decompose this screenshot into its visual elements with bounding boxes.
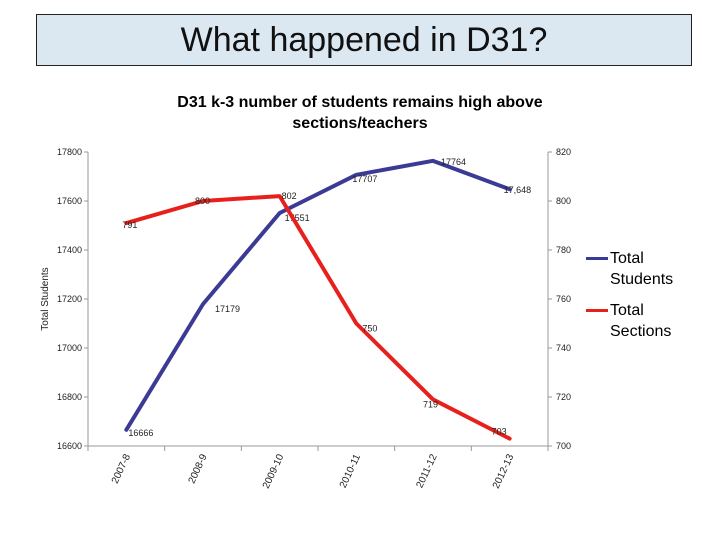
y-tick-label-right: 820 [556,147,571,157]
x-tick-label: 2012-13 [491,452,517,490]
y-tick-label-left: 16800 [57,392,82,402]
data-label: 17764 [441,157,466,167]
y-tick-label-left: 17000 [57,343,82,353]
y-tick-label-left: 16600 [57,441,82,451]
slide-title: What happened in D31? [180,20,548,59]
series-line-1 [124,194,512,441]
data-label: 750 [362,324,377,334]
data-label: 17,648 [504,185,532,195]
chart-title: D31 k-3 number of students remains high … [177,94,543,132]
y-tick-label-left: 17600 [57,196,82,206]
x-tick-label: 2009-10 [261,452,287,490]
data-label: 703 [492,427,507,437]
y-tick-label-right: 760 [556,294,571,304]
y-tick-label-right: 780 [556,245,571,255]
legend-swatch-total-students [586,257,608,260]
data-label: 17707 [352,174,377,184]
legend-item-total-sections: Total Sections [586,300,706,342]
data-label: 17179 [215,304,240,314]
legend: Total Students Total Sections [586,248,706,352]
series-line-0 [124,158,512,432]
y-tick-label-left: 17800 [57,147,82,157]
y-tick-label-right: 720 [556,392,571,402]
legend-label-total-sections: Total Sections [610,302,672,340]
y-axis-title-left: Total Students [40,267,51,330]
y-tick-label-right: 800 [556,196,571,206]
data-label: 16666 [128,428,153,438]
y-tick-label-right: 740 [556,343,571,353]
x-tick-label: 2010-11 [338,452,363,490]
data-label: 791 [122,220,137,230]
y-tick-label-left: 17200 [57,294,82,304]
legend-swatch-total-sections [586,309,608,312]
x-tick-label: 2008-9 [187,452,210,485]
data-label: 719 [423,399,438,409]
legend-item-total-students: Total Students [586,248,706,290]
y-tick-label-left: 17400 [57,245,82,255]
data-label: 800 [195,196,210,206]
slide-title-box: What happened in D31? [36,14,692,66]
x-tick-label: 2007-8 [110,452,133,485]
data-label: 17551 [285,213,310,223]
data-label: 802 [282,191,297,201]
legend-label-total-students: Total Students [610,250,674,288]
y-tick-label-right: 700 [556,441,571,451]
x-tick-label: 2011-12 [415,452,440,490]
